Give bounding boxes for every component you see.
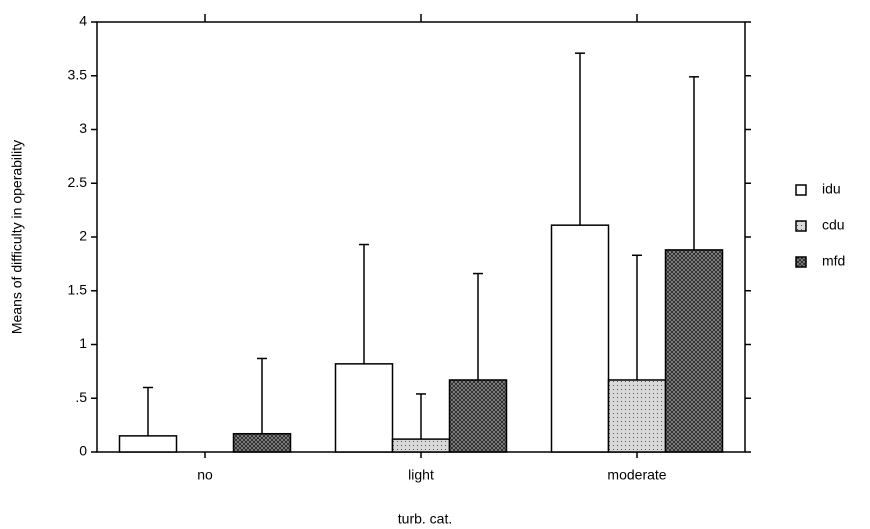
bar [118, 435, 178, 453]
y-tick-label: 1.5 [68, 281, 88, 297]
y-tick-label: 4 [79, 13, 87, 29]
x-tick-label: light [408, 467, 434, 483]
bar [334, 363, 394, 453]
y-tick-label: 3 [79, 120, 87, 136]
x-axis-label: turb. cat. [398, 511, 452, 527]
legend-swatch [795, 256, 807, 268]
legend-swatch [795, 220, 807, 232]
bar [448, 379, 508, 453]
y-tick-label: 2 [79, 228, 87, 244]
x-tick-label: moderate [607, 467, 666, 483]
bar [607, 379, 667, 453]
y-tick-label: .5 [75, 389, 87, 405]
y-tick-label: 1 [79, 335, 87, 351]
y-axis-label: Means of difficulty in operability [9, 140, 25, 334]
legend-label: mfd [822, 253, 845, 269]
y-tick-label: 0 [79, 443, 87, 459]
y-tick-label: 3.5 [68, 66, 88, 82]
legend-swatch [795, 184, 807, 196]
y-tick-label: 2.5 [68, 174, 88, 190]
legend-label: idu [822, 181, 841, 197]
legend-label: cdu [822, 217, 845, 233]
x-tick-label: no [197, 467, 213, 483]
bar [664, 249, 724, 453]
bar [232, 432, 292, 453]
bar [391, 438, 451, 453]
bar [550, 224, 610, 453]
